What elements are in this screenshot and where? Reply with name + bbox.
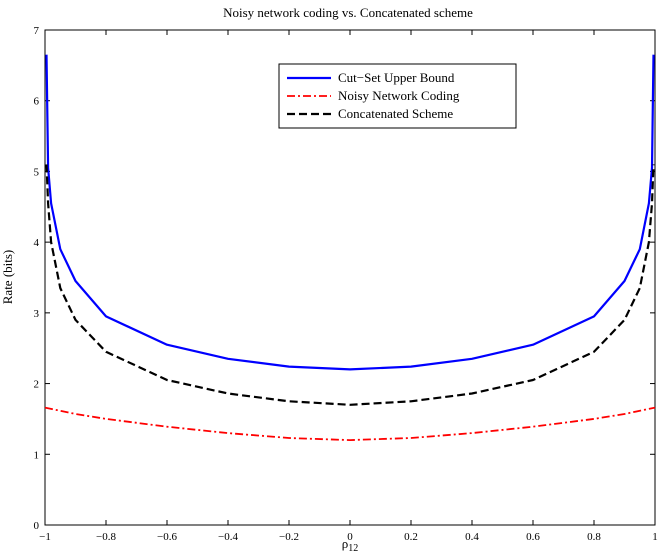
y-tick-label: 7 bbox=[34, 25, 40, 37]
x-axis: −1 −0.8 −0.6 −0.4 −0.2 0 0.2 0.4 0.6 0.8 1 bbox=[39, 30, 658, 543]
y-tick-label: 5 bbox=[34, 166, 40, 178]
y-tick-label: 4 bbox=[34, 237, 40, 249]
y-tick-label: 6 bbox=[34, 96, 40, 108]
legend: Cut−Set Upper Bound Noisy Network Coding C… bbox=[278, 63, 517, 129]
y-tick-label: 0 bbox=[34, 520, 40, 532]
legend-label: Cut−Set Upper Bound bbox=[338, 70, 455, 85]
x-tick-label: 0.6 bbox=[526, 531, 540, 543]
x-tick-label: −0.2 bbox=[279, 531, 299, 543]
x-tick-label: 1 bbox=[652, 531, 658, 543]
chart-title: Noisy network coding vs. Concatenated sc… bbox=[223, 5, 473, 20]
y-tick-label: 1 bbox=[34, 449, 40, 461]
legend-label: Concatenated Scheme bbox=[338, 106, 453, 121]
x-axis-title-subscript: 12 bbox=[348, 543, 358, 552]
x-tick-label: −0.4 bbox=[218, 531, 238, 543]
legend-box bbox=[278, 63, 517, 129]
series-layer bbox=[44, 54, 656, 442]
x-axis-title-text: ρ bbox=[342, 536, 349, 551]
x-tick-label: −0.8 bbox=[96, 531, 116, 543]
x-tick-label: 0.4 bbox=[465, 531, 479, 543]
y-axis: 0 1 2 3 4 5 6 7 bbox=[34, 25, 655, 532]
x-tick-label: −1 bbox=[39, 531, 51, 543]
series-line-0 bbox=[45, 54, 655, 371]
y-tick-label: 3 bbox=[34, 308, 40, 320]
series-line-2 bbox=[45, 164, 655, 406]
series-line-1 bbox=[44, 406, 656, 442]
legend-label: Noisy Network Coding bbox=[338, 88, 460, 103]
x-tick-label: −0.6 bbox=[157, 531, 177, 543]
x-tick-label: 0.8 bbox=[587, 531, 601, 543]
x-tick-label: 0 bbox=[347, 531, 353, 543]
x-axis-title: ρ12 bbox=[342, 536, 359, 552]
y-tick-label: 2 bbox=[34, 379, 40, 391]
y-axis-title: Rate (bits) bbox=[0, 250, 15, 305]
x-tick-label: 0.2 bbox=[404, 531, 418, 543]
